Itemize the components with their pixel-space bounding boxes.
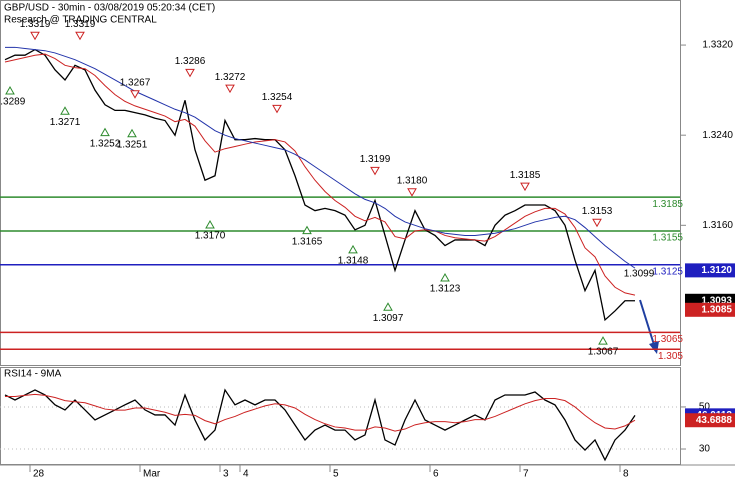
- x-tick-label: 4: [243, 469, 249, 480]
- peak-marker: [185, 68, 195, 78]
- peak-label: 1.3319: [20, 19, 51, 30]
- price-tag-label: 1.3085: [701, 304, 732, 315]
- y-tick-label: 1.3240: [702, 130, 733, 141]
- price-tag-label: 1.3093: [701, 295, 732, 306]
- trough-marker: [60, 106, 70, 115]
- rsi-panel: [0, 367, 681, 465]
- price-panel: [0, 0, 681, 366]
- forecast-arrow: [639, 299, 656, 349]
- trough-marker: [440, 272, 450, 282]
- y-tick-label: 1.3160: [702, 220, 733, 231]
- trough-marker: [127, 128, 137, 138]
- peak-marker: [520, 182, 530, 192]
- level-label: 1.305: [658, 351, 683, 362]
- x-tick-label: 8: [623, 469, 629, 480]
- trough-label: 1.3165: [292, 236, 323, 247]
- x-tick-label: 5: [333, 469, 339, 480]
- x-tick-label: 3: [223, 469, 229, 480]
- peak-label: 1.3185: [510, 170, 541, 181]
- chart-subtitle: Research @ TRADING CENTRAL: [4, 15, 157, 26]
- note-label: 1.3099: [624, 269, 655, 280]
- peak-label: 1.3254: [262, 92, 293, 103]
- x-tick-label: 28: [33, 469, 45, 480]
- level-label: 1.3155: [652, 233, 683, 244]
- x-tick-label: 7: [523, 469, 529, 480]
- series-line: [5, 46, 636, 269]
- level-label: 1.3125: [652, 266, 683, 277]
- chart-title: GBP/USD - 30min - 03/08/2019 05:20:34 (C…: [4, 3, 215, 14]
- level-label: 1.3185: [652, 199, 683, 210]
- trough-label: 1.3251: [117, 139, 148, 150]
- peak-label: 1.3153: [582, 206, 613, 217]
- trough-label: 1.3067: [588, 347, 619, 358]
- trough-label: 1.3289: [0, 97, 26, 108]
- x-tick-label: Mar: [143, 469, 161, 480]
- x-tick-label: 6: [433, 469, 439, 480]
- peak-label: 1.3199: [360, 154, 391, 165]
- trough-label: 1.3170: [195, 231, 226, 242]
- trough-label: 1.3148: [338, 255, 369, 266]
- trough-label: 1.3271: [50, 117, 81, 128]
- trough-marker: [5, 85, 15, 95]
- peak-marker: [130, 90, 140, 99]
- price-tag: [685, 263, 735, 278]
- peak-label: 1.3272: [215, 72, 246, 83]
- peak-marker: [272, 104, 282, 114]
- price-tag-label: 1.3120: [701, 265, 732, 276]
- price-tag-label: 43.6888: [696, 415, 733, 426]
- peak-marker: [75, 31, 85, 41]
- forecast-arrowhead: [649, 341, 659, 354]
- peak-marker: [407, 188, 417, 197]
- trough-marker: [383, 302, 393, 311]
- trough-marker: [348, 244, 358, 254]
- y-tick-label: 50: [699, 402, 711, 413]
- peak-label: 1.3319: [65, 19, 96, 30]
- trough-marker: [100, 127, 110, 137]
- trough-marker: [302, 225, 312, 235]
- peak-marker: [30, 31, 40, 41]
- trough-marker: [598, 336, 608, 345]
- trough-label: 1.3123: [430, 284, 461, 295]
- peak-label: 1.3180: [397, 175, 428, 186]
- trough-label: 1.3252: [90, 138, 121, 149]
- level-label: 1.3065: [652, 334, 683, 345]
- y-tick-label: 30: [699, 444, 711, 455]
- y-tick-label: 1.3320: [702, 40, 733, 51]
- trough-label: 1.3097: [373, 313, 404, 324]
- trough-marker: [205, 220, 215, 229]
- peak-label: 1.3267: [120, 77, 151, 88]
- series-line: [4, 53, 636, 296]
- series-line: [5, 393, 636, 432]
- peak-marker: [225, 84, 235, 94]
- peak-marker: [592, 218, 602, 228]
- peak-marker: [370, 166, 380, 176]
- price-tag: [685, 302, 735, 317]
- series-line: [4, 388, 636, 462]
- rsi-title: RSI14 - 9MA: [4, 369, 62, 380]
- series-line: [4, 48, 635, 322]
- peak-label: 1.3286: [175, 56, 206, 67]
- price-tag: [685, 413, 735, 428]
